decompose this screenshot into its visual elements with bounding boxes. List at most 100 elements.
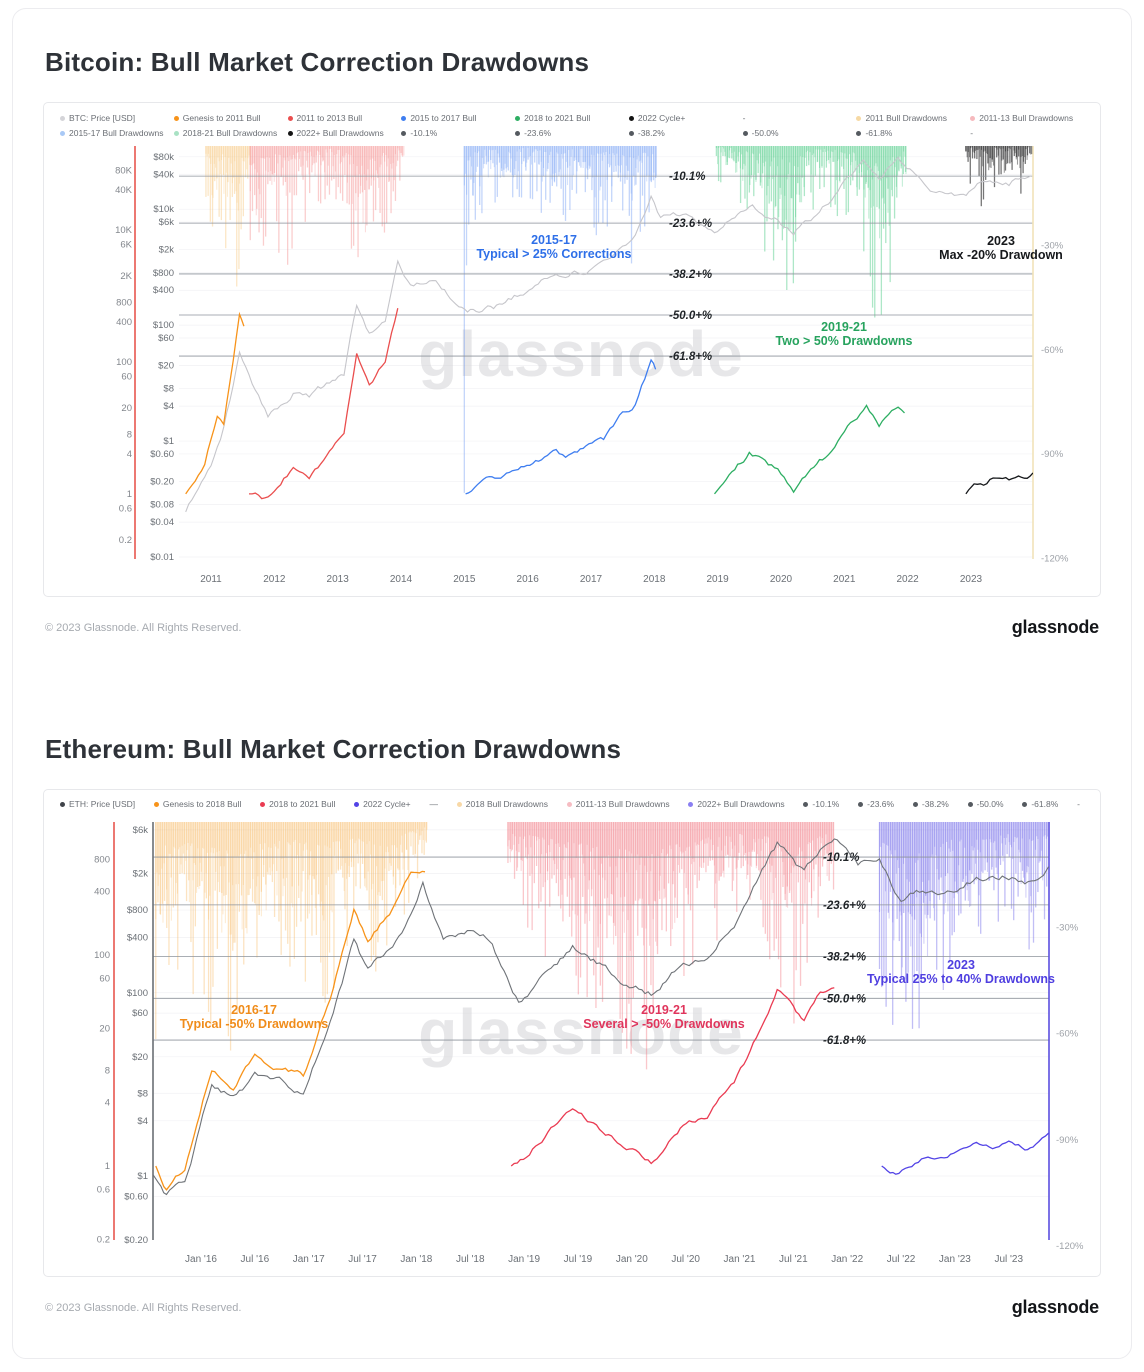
btc-report: Bitcoin: Bull Market Correction Drawdown… xyxy=(43,47,1101,638)
fib-level-label: -50.0+% xyxy=(669,310,712,322)
price-axis-tick: $10k xyxy=(153,204,174,215)
legend-item[interactable]: 2015 to 2017 Bull xyxy=(401,113,515,123)
annotation-line: 2015-17 xyxy=(531,233,577,247)
legend-item[interactable]: - xyxy=(743,113,857,123)
price-axis-tick: $100 xyxy=(153,320,174,331)
legend-dot-icon xyxy=(688,801,694,807)
drawdown-axis-tick: -60% xyxy=(1056,1029,1079,1040)
legend-item[interactable]: 2018 to 2021 Bull xyxy=(515,113,629,123)
legend-dot-icon xyxy=(967,801,973,807)
legend-item[interactable]: 2018-21 Bull Drawdowns xyxy=(173,128,288,138)
legend-label: 2015 to 2017 Bull xyxy=(410,113,477,123)
glassnode-watermark: glassnode xyxy=(418,318,744,390)
legend-item[interactable]: 2018 Bull Drawdowns xyxy=(456,799,548,809)
btc-page-title: Bitcoin: Bull Market Correction Drawdown… xyxy=(45,47,590,77)
legend-dot-icon xyxy=(456,801,462,807)
annotation-line: 2016-17 xyxy=(231,1003,277,1017)
index-axis-tick: 0.6 xyxy=(97,1184,110,1195)
legend-item[interactable]: -38.2% xyxy=(628,128,743,138)
btc-chart-plot[interactable]: glassnode -10.1% -23.6+% -38.2+% -50.0+% -61.… xyxy=(44,144,1100,596)
legend-item[interactable]: 2018 to 2021 Bull xyxy=(260,799,335,809)
x-axis-tick: Jul '21 xyxy=(779,1254,808,1265)
x-axis-tick: Jan '23 xyxy=(939,1254,971,1265)
index-axis-tick: 4 xyxy=(105,1097,110,1108)
price-axis-tick: $2k xyxy=(159,245,175,256)
legend-item[interactable]: 2022+ Bull Drawdowns xyxy=(287,128,402,138)
legend-item[interactable]: 2015-17 Bull Drawdowns xyxy=(60,128,174,138)
legend-item[interactable]: Genesis to 2018 Bull xyxy=(153,799,242,809)
legend-dot-icon xyxy=(742,130,748,136)
x-axis-tick: Jan '22 xyxy=(831,1254,863,1265)
price-axis-tick: $1 xyxy=(163,436,174,447)
legend-item[interactable]: 2011 to 2013 Bull xyxy=(287,113,402,123)
legend-item[interactable]: Genesis to 2011 Bull xyxy=(173,113,288,123)
x-axis-tick: 2015 xyxy=(453,574,476,585)
fib-level-label: -23.6+% xyxy=(823,900,866,912)
drawdown-axis-tick: -60% xyxy=(1041,345,1064,356)
index-axis-tick: 60 xyxy=(121,372,132,383)
legend-item[interactable]: -50.0% xyxy=(742,128,857,138)
x-axis-tick: Jul '18 xyxy=(456,1254,485,1265)
legend-item[interactable]: -61.8% xyxy=(1022,799,1058,809)
legend-item[interactable]: — xyxy=(429,799,438,809)
legend-label: Genesis to 2018 Bull xyxy=(162,799,242,809)
legend-item[interactable]: BTC: Price [USD] xyxy=(60,113,174,123)
legend-item[interactable]: -23.6% xyxy=(858,799,894,809)
price-axis-tick: $4 xyxy=(163,401,174,412)
legend-item[interactable]: 2011-13 Bull Drawdowns xyxy=(970,113,1084,123)
legend-item[interactable]: -38.2% xyxy=(912,799,949,809)
index-axis-tick: 8 xyxy=(127,429,132,440)
legend-label: - xyxy=(742,113,746,123)
drawdown-axis-tick: -30% xyxy=(1056,923,1079,934)
legend-item[interactable]: -10.1% xyxy=(401,128,515,138)
legend-item[interactable]: -10.1% xyxy=(803,799,839,809)
legend-dot-icon xyxy=(970,115,976,121)
x-axis-tick: 2019 xyxy=(707,574,730,585)
legend-item[interactable]: - xyxy=(1077,799,1080,809)
x-axis-tick: 2022 xyxy=(897,574,920,585)
drawdown-axis-tick: -120% xyxy=(1041,554,1069,565)
index-axis-tick: 1 xyxy=(127,489,132,500)
index-axis-tick: 10K xyxy=(115,225,133,236)
x-axis-tick: Jul '22 xyxy=(887,1254,916,1265)
fib-level-label: -38.2+% xyxy=(669,269,712,281)
x-axis-tick: Jan '17 xyxy=(293,1254,325,1265)
legend-label: 2022 Cycle+ xyxy=(637,113,686,123)
legend-item[interactable]: ETH: Price [USD] xyxy=(60,799,135,809)
legend-item[interactable]: -23.6% xyxy=(515,128,629,138)
epoch-indexed-line xyxy=(465,358,657,495)
index-axis-tick: 0.2 xyxy=(119,535,132,546)
price-axis-tick: $100 xyxy=(127,988,148,999)
x-axis-tick: Jul '23 xyxy=(994,1254,1023,1265)
glassnode-wordmark: glassnode xyxy=(1011,1297,1099,1317)
legend-item[interactable]: 2022 Cycle+ xyxy=(628,113,743,123)
price-axis-tick: $40k xyxy=(153,169,174,180)
legend-label: ETH: Price [USD] xyxy=(69,799,136,809)
legend-dot-icon xyxy=(803,801,809,807)
btc-chart-footer: © 2023 Glassnode. All Rights Reserved. g… xyxy=(45,617,1099,638)
eth-chart-plot[interactable]: glassnode-10.1%-23.6+%-38.2+%-50.0+%-61.… xyxy=(44,814,1100,1276)
fib-drawdown-lines: -10.1% -23.6+% -38.2+% -50.0+% -61.8+% xyxy=(179,171,1033,363)
legend-label: -10.1% xyxy=(410,128,438,138)
legend-label: 2018 to 2021 Bull xyxy=(524,113,591,123)
eth-copyright-text: © 2023 Glassnode. All Rights Reserved. xyxy=(45,1301,242,1314)
legend-item[interactable]: 2011-13 Bull Drawdowns xyxy=(566,799,670,809)
x-axis-tick: Jan '19 xyxy=(508,1254,540,1265)
legend-dot-icon xyxy=(173,130,179,136)
legend-item[interactable]: -50.0% xyxy=(967,799,1004,809)
legend-dot-icon xyxy=(401,115,407,121)
x-axis-tick: Jan '20 xyxy=(616,1254,648,1265)
epoch-indexed-line xyxy=(155,870,426,1191)
legend-dot-icon xyxy=(173,115,179,121)
fib-level-label: -23.6+% xyxy=(669,218,712,230)
legend-item[interactable]: 2011 Bull Drawdowns xyxy=(856,113,970,123)
legend-item[interactable]: 2022+ Bull Drawdowns xyxy=(688,799,785,809)
legend-item[interactable]: - xyxy=(970,128,1084,138)
legend-item[interactable]: -61.8% xyxy=(856,128,970,138)
eth-chart-card: ETH: Price [USD] Genesis to 2018 Bull 2018… xyxy=(43,789,1101,1277)
legend-label: 2011-13 Bull Drawdowns xyxy=(575,799,670,809)
drawdown-band xyxy=(878,822,1049,1029)
legend-item[interactable]: 2022 Cycle+ xyxy=(354,799,411,809)
fib-level-label: -10.1% xyxy=(669,171,705,183)
